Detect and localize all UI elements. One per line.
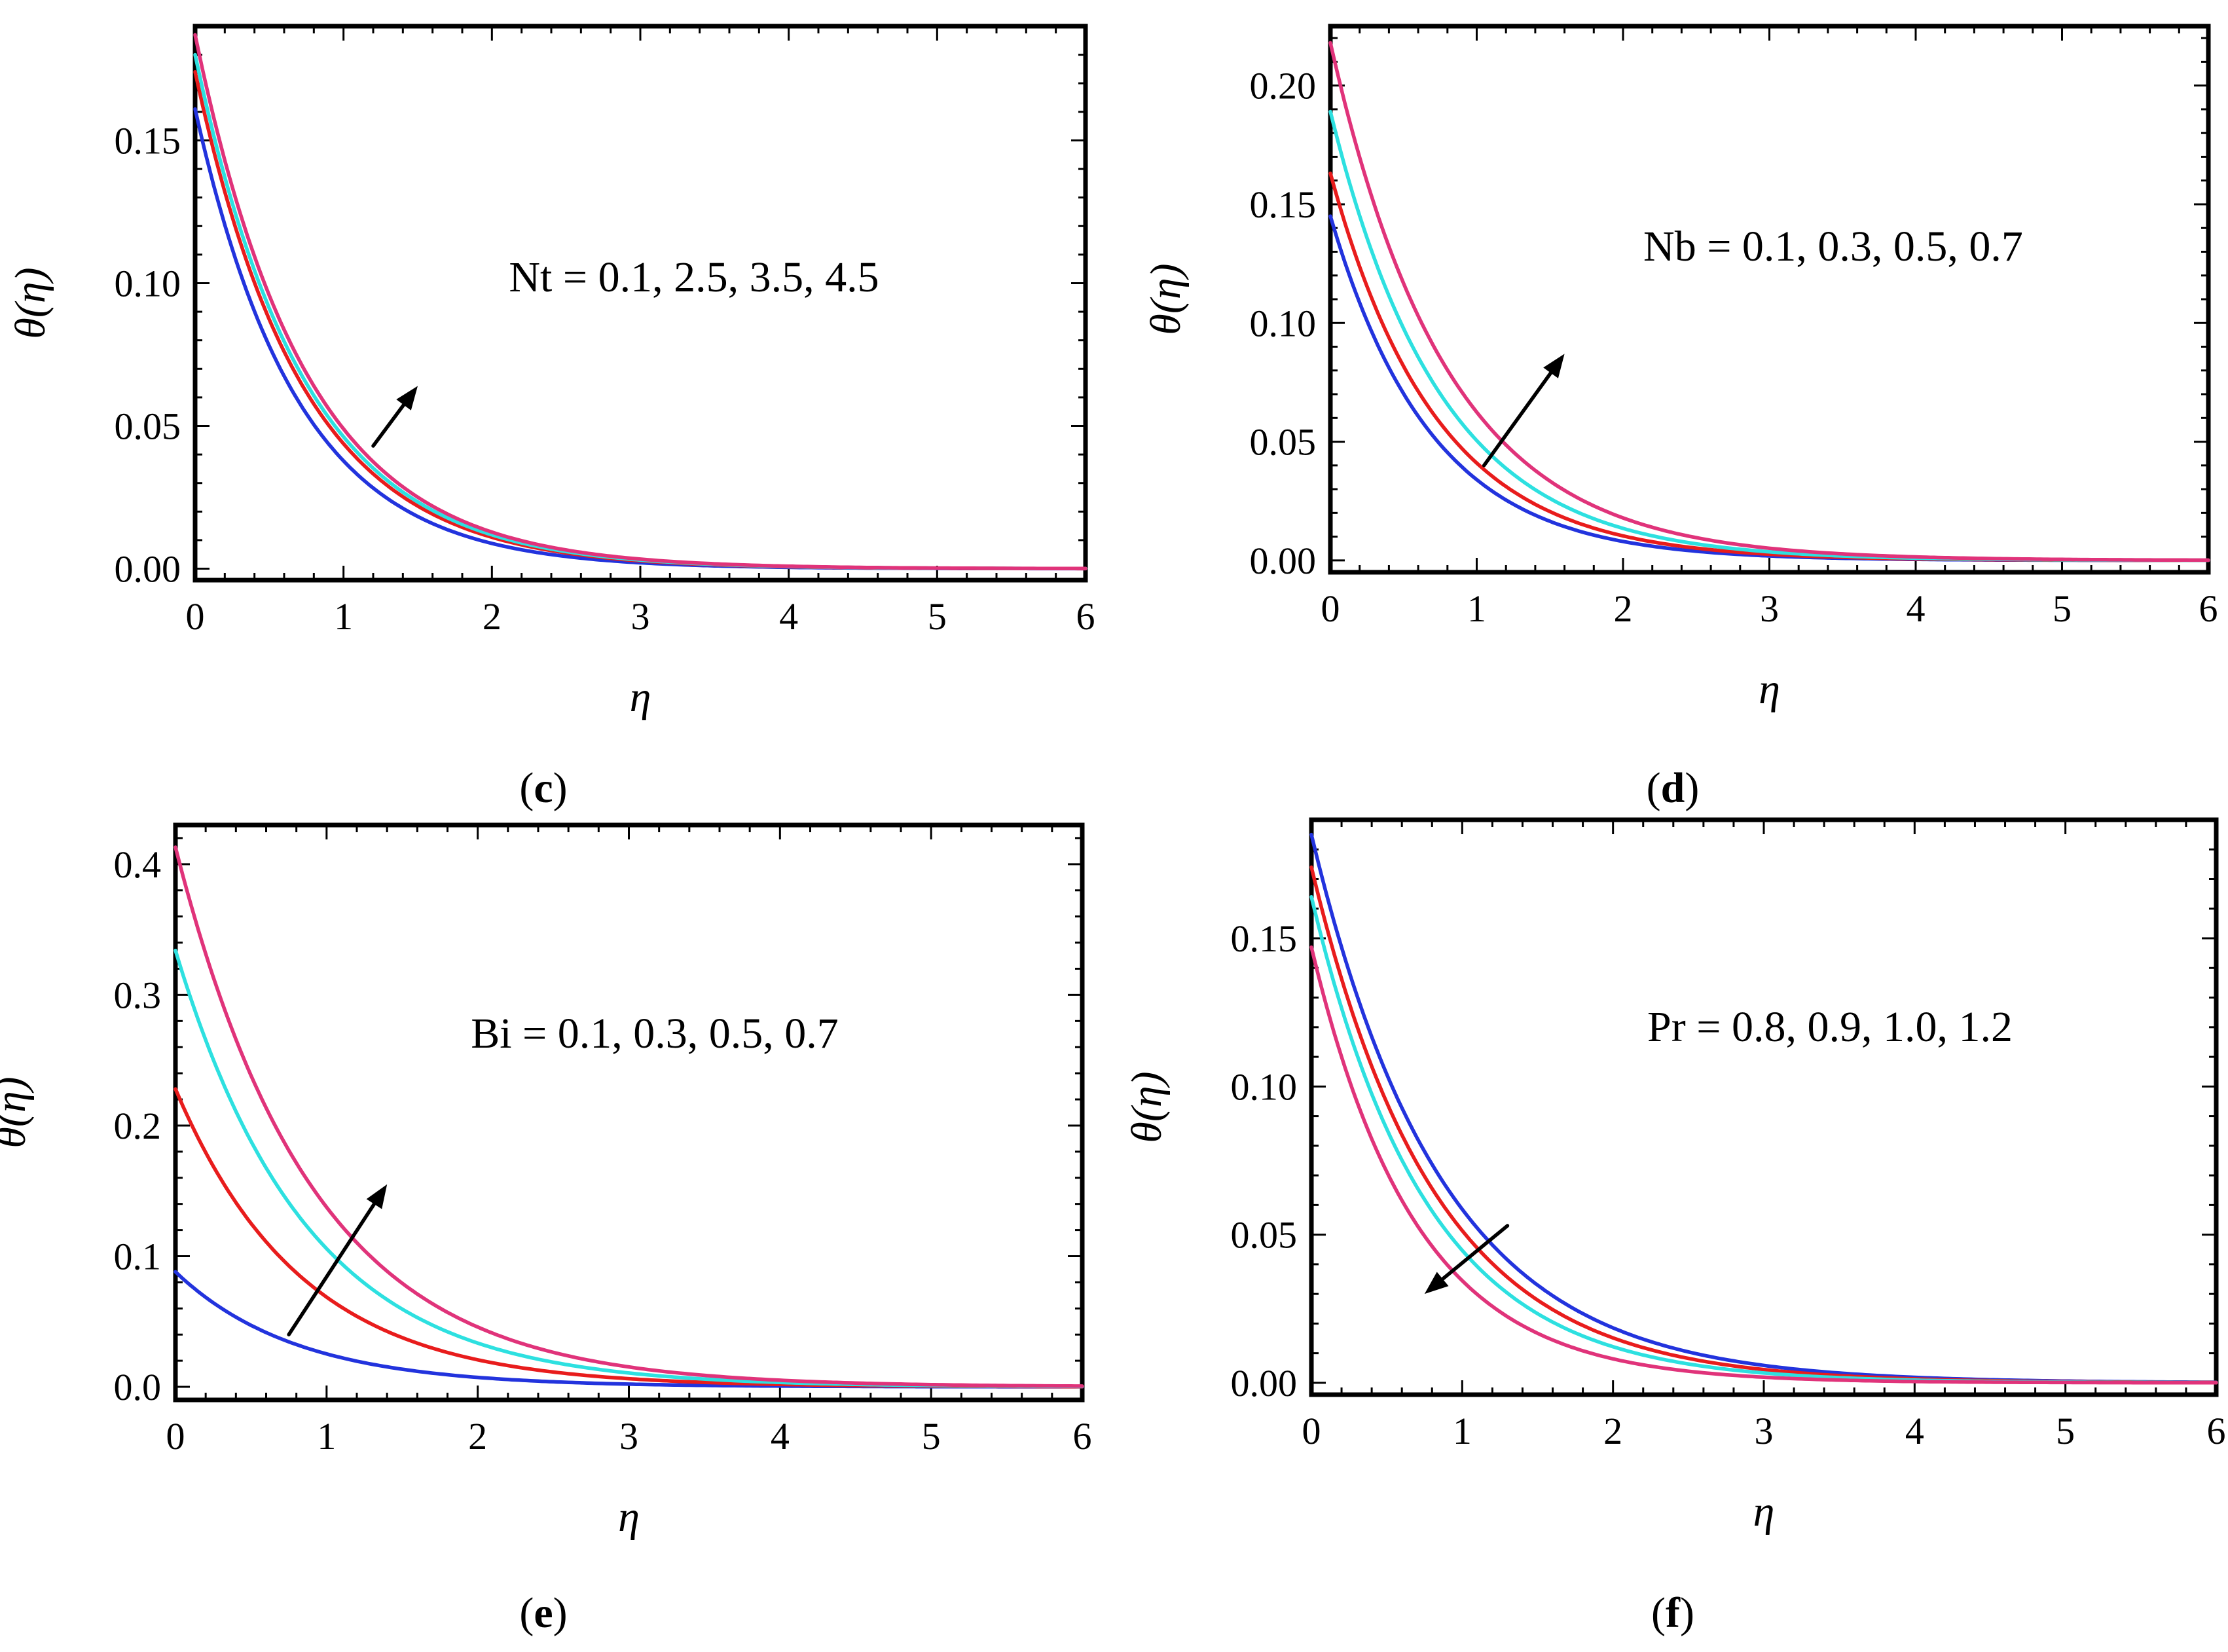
y-tick-label: 0.3 bbox=[114, 974, 162, 1016]
y-axis-label: θ(η) bbox=[1123, 1071, 1171, 1143]
y-tick-label: 0.2 bbox=[114, 1105, 162, 1147]
y-tick-label: 0.10 bbox=[1250, 302, 1317, 344]
y-tick-label: 0.1 bbox=[114, 1236, 162, 1278]
plot-frame bbox=[192, 24, 1088, 583]
y-tick-label: 0.10 bbox=[115, 262, 181, 304]
panel-caption: (d) bbox=[1647, 764, 1700, 812]
series-line-1 bbox=[173, 1270, 1084, 1389]
x-tick-label: 3 bbox=[1755, 1410, 1774, 1452]
trend-arrow-head bbox=[1543, 354, 1565, 378]
panel-c: 0 1 2 3 4 5 6 0.00 0.05 0.10 0.15 η θ(η) Nt = 0.1, 2.… bbox=[7, 24, 1095, 812]
y-tick-label: 0.00 bbox=[115, 548, 181, 591]
x-tick-label: 1 bbox=[317, 1415, 336, 1458]
y-tick-label: 0.10 bbox=[1231, 1065, 1298, 1108]
trend-arrow-head bbox=[396, 386, 418, 411]
series-line-2 bbox=[1309, 865, 2218, 1385]
parameter-annotation: Nb = 0.1, 0.3, 0.5, 0.7 bbox=[1643, 223, 2023, 270]
parameter-annotation: Nt = 0.1, 2.5, 3.5, 4.5 bbox=[509, 253, 879, 301]
trend-arrow-shaft bbox=[287, 1202, 376, 1336]
trend-arrow-shaft bbox=[1440, 1224, 1510, 1281]
x-tick-label: 1 bbox=[334, 595, 353, 638]
y-axis-label: θ(η) bbox=[0, 1076, 35, 1148]
x-tick-label: 4 bbox=[1905, 1410, 1924, 1452]
y-tick-label: 0.15 bbox=[1231, 917, 1298, 960]
x-tick-label: 4 bbox=[779, 595, 798, 638]
x-tick-label: 5 bbox=[2056, 1410, 2075, 1452]
trend-arrow-shaft bbox=[371, 403, 406, 448]
plot-frame bbox=[1309, 817, 2219, 1397]
y-tick-label: 0.05 bbox=[115, 405, 181, 448]
series-line-4 bbox=[1328, 41, 2210, 562]
x-tick-label: 0 bbox=[1302, 1410, 1321, 1452]
x-axis-label: η bbox=[618, 1493, 640, 1541]
series-line-4 bbox=[193, 33, 1087, 571]
panel-caption: (f) bbox=[1651, 1589, 1694, 1637]
x-tick-label: 6 bbox=[2199, 587, 2218, 630]
trend-arrow-head bbox=[366, 1184, 388, 1209]
y-tick-label: 0.4 bbox=[114, 843, 162, 886]
series-line-1 bbox=[1309, 832, 2218, 1384]
panel-d: 0 1 2 3 4 5 6 0.00 0.05 0.10 0.15 0.20 η θ(η) Nb = 0.1… bbox=[1142, 24, 2218, 812]
x-axis-label: η bbox=[1759, 665, 1780, 713]
panel-caption: (e) bbox=[519, 1589, 567, 1637]
series-line-4 bbox=[1309, 945, 2218, 1385]
y-tick-label: 0.15 bbox=[1250, 183, 1317, 226]
x-axis-label: η bbox=[630, 673, 651, 721]
x-tick-label: 3 bbox=[619, 1415, 638, 1458]
y-axis-label: θ(η) bbox=[1142, 263, 1190, 335]
y-axis-label: θ(η) bbox=[7, 267, 54, 339]
panel-e: 0 1 2 3 4 5 6 0.0 0.1 0.2 0.3 0.4 η θ(η) Bi = 0.1, 0.3… bbox=[0, 822, 1092, 1637]
x-tick-label: 2 bbox=[483, 595, 502, 638]
x-tick-label: 6 bbox=[1073, 1415, 1092, 1458]
x-tick-label: 6 bbox=[1076, 595, 1095, 638]
x-tick-label: 3 bbox=[631, 595, 650, 638]
y-tick-label: 0.20 bbox=[1250, 65, 1317, 107]
x-axis-label: η bbox=[1753, 1488, 1775, 1535]
y-tick-label: 0.00 bbox=[1231, 1362, 1298, 1404]
x-tick-label: 4 bbox=[771, 1415, 790, 1458]
trend-arrow-shaft bbox=[1482, 371, 1553, 468]
parameter-annotation: Bi = 0.1, 0.3, 0.5, 0.7 bbox=[471, 1010, 839, 1057]
y-tick-label: 0.05 bbox=[1231, 1214, 1298, 1257]
series-line-2 bbox=[193, 70, 1087, 571]
x-tick-label: 0 bbox=[186, 595, 205, 638]
x-tick-label: 5 bbox=[928, 595, 947, 638]
x-tick-label: 2 bbox=[1603, 1410, 1622, 1452]
series-line-1 bbox=[193, 107, 1087, 571]
x-tick-label: 1 bbox=[1467, 587, 1486, 630]
x-tick-label: 0 bbox=[1321, 587, 1340, 630]
x-tick-label: 4 bbox=[1907, 587, 1926, 630]
series-line-3 bbox=[193, 52, 1087, 571]
x-tick-label: 3 bbox=[1760, 587, 1779, 630]
series-line-3 bbox=[1328, 109, 2210, 562]
series-line-3 bbox=[1309, 894, 2218, 1385]
panel-f: 0 1 2 3 4 5 6 0.00 0.05 0.10 0.15 η θ(η) Pr = 0.8, 0.… bbox=[1123, 817, 2226, 1637]
x-tick-label: 2 bbox=[468, 1415, 487, 1458]
plot-frame bbox=[173, 822, 1085, 1403]
y-tick-label: 0.05 bbox=[1250, 421, 1317, 464]
x-tick-label: 2 bbox=[1614, 587, 1633, 630]
y-tick-label: 0.00 bbox=[1250, 540, 1317, 582]
x-tick-label: 5 bbox=[922, 1415, 941, 1458]
series-line-2 bbox=[173, 1087, 1084, 1389]
panel-caption: (c) bbox=[519, 764, 567, 812]
parameter-annotation: Pr = 0.8, 0.9, 1.0, 1.2 bbox=[1647, 1003, 2013, 1051]
series-line-4 bbox=[173, 845, 1084, 1388]
trend-arrow-head bbox=[1424, 1272, 1449, 1294]
x-tick-label: 0 bbox=[166, 1415, 185, 1458]
y-tick-label: 0.0 bbox=[114, 1366, 162, 1408]
y-tick-label: 0.15 bbox=[115, 119, 181, 162]
x-tick-label: 1 bbox=[1453, 1410, 1472, 1452]
x-tick-label: 6 bbox=[2207, 1410, 2226, 1452]
plot-frame bbox=[1328, 24, 2211, 575]
x-tick-label: 5 bbox=[2053, 587, 2072, 630]
